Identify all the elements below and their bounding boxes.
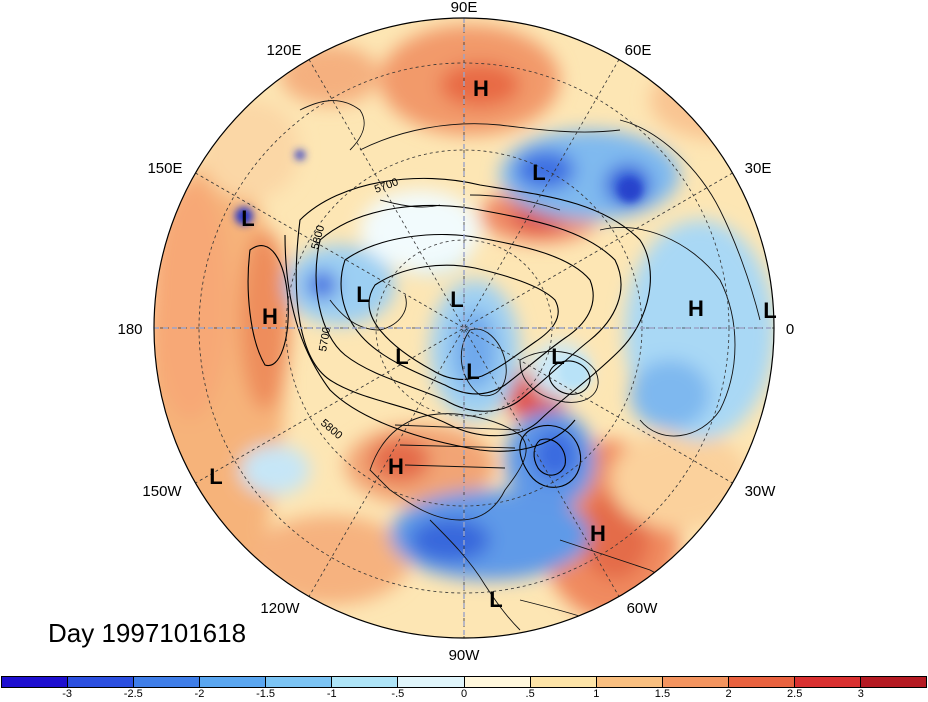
colorbar-swatch [464, 677, 531, 687]
low-center: L [489, 587, 502, 612]
colorbar-swatch [794, 677, 862, 687]
colorbar-swatch [200, 677, 267, 687]
longitude-labels: 90E 60E 120E 30E 150E 180 0 150W 30W 120… [117, 0, 794, 664]
colorbar-swatch [728, 677, 795, 687]
colorbar-swatch [530, 677, 597, 687]
contour-label: 5700 [317, 326, 333, 352]
contour-labels: 5700 5800 5700 5800 [309, 176, 400, 442]
lon-label-120e: 120E [266, 42, 301, 59]
colorbar-tick: -2 [194, 688, 205, 700]
lon-label-150e: 150E [147, 160, 182, 177]
colorbar-tick: -1.5 [256, 688, 276, 700]
colorbar-swatch [134, 677, 201, 687]
lon-label-120w: 120W [260, 600, 300, 617]
low-center: L [466, 359, 479, 384]
pressure-centers: H L L L L L H L L L H L H L H L [209, 76, 776, 612]
lon-label-0: 0 [786, 321, 794, 338]
colorbar-tick: 1 [593, 688, 600, 700]
colorbar-tick: 0 [460, 688, 468, 700]
lon-label-60w: 60W [627, 600, 659, 617]
colorbar-tick: 2.5 [787, 688, 803, 700]
height-contours [247, 177, 651, 488]
low-center: L [395, 344, 408, 369]
colorbar-tick: -2.5 [123, 688, 143, 700]
colorbar-swatch [2, 677, 69, 687]
low-center: L [763, 298, 776, 323]
colorbar-tick: .5 [525, 688, 535, 700]
high-center: H [388, 454, 404, 479]
lon-label-90e: 90E [451, 0, 478, 16]
colorbar-tick-labels: -3 -2.5 -2 -1.5 -1 -.5 0 .5 1 1.5 2 2.5 3 [0, 688, 928, 702]
colorbar-swatch [332, 677, 399, 687]
colorbar-tick: -1 [326, 688, 337, 700]
colorbar [1, 676, 927, 688]
lon-label-30e: 30E [745, 160, 772, 177]
colorbar-swatch [68, 677, 135, 687]
lon-label-60e: 60E [625, 42, 652, 59]
colorbar-swatch [398, 677, 465, 687]
colorbar-tick: 3 [857, 688, 864, 700]
colorbar-tick: 2 [725, 688, 732, 700]
anomaly-shading [154, 18, 774, 638]
lon-label-30w: 30W [745, 483, 777, 500]
colorbar-swatch [596, 677, 663, 687]
low-center: L [551, 344, 564, 369]
lon-label-150w: 150W [142, 483, 182, 500]
colorbar-tick: 1.5 [654, 688, 671, 700]
lon-label-180: 180 [117, 321, 142, 338]
colorbar-tick: -.5 [391, 688, 405, 700]
high-center: H [688, 296, 704, 321]
low-center: L [450, 287, 463, 312]
high-center: H [262, 304, 278, 329]
colorbar-tick: -3 [62, 688, 73, 700]
low-center: L [209, 464, 222, 489]
colorbar-swatch [662, 677, 729, 687]
high-center: H [473, 76, 489, 101]
map-boundary [153, 17, 775, 639]
high-center: H [590, 521, 606, 546]
day-timestamp-label: Day 1997101618 [48, 618, 247, 648]
colorbar-swatch [266, 677, 333, 687]
colorbar-swatch [861, 677, 927, 687]
lon-label-90w: 90W [449, 647, 481, 664]
coastlines [299, 100, 761, 638]
low-center: L [241, 206, 254, 231]
low-center: L [356, 282, 369, 307]
polar-stereographic-map: 90E 60E 120E 30E 150E 180 0 150W 30W 120… [117, 0, 794, 664]
low-center: L [532, 160, 545, 185]
